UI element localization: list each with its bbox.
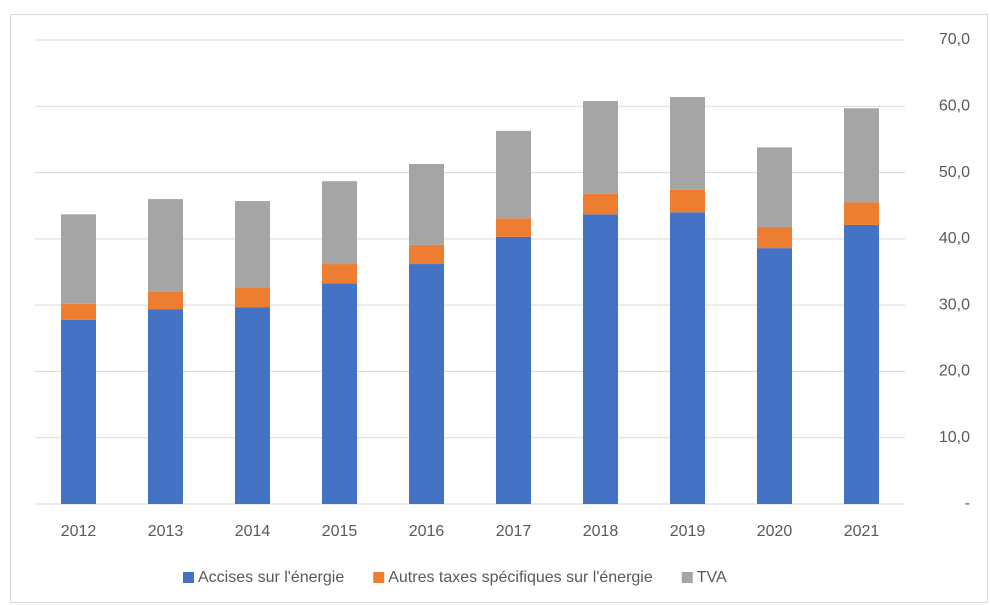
- bar-segment: [670, 189, 705, 213]
- bar-segment: [844, 108, 879, 203]
- bar-segment: [322, 181, 357, 265]
- x-tick-label: 2019: [670, 523, 706, 540]
- bar-segment: [844, 202, 879, 225]
- bar-segment: [496, 130, 531, 219]
- y-tick-label: 10,0: [939, 429, 970, 446]
- x-tick-label: 2017: [496, 523, 532, 540]
- bar-segment: [148, 199, 183, 292]
- bar-segment: [409, 163, 444, 245]
- legend-swatch: [183, 572, 194, 583]
- y-tick-label: 20,0: [939, 363, 970, 380]
- y-tick-label: -: [965, 495, 970, 512]
- bar-segment: [670, 212, 705, 505]
- bar-segment: [148, 291, 183, 310]
- bar-segment: [61, 214, 96, 304]
- bar-segment: [583, 100, 618, 194]
- bar-segment: [235, 201, 270, 288]
- x-tick-label: 2012: [61, 523, 97, 540]
- bar-segment: [61, 303, 96, 320]
- bar-segment: [235, 287, 270, 308]
- bar-segment: [235, 307, 270, 504]
- bar-segment: [322, 264, 357, 284]
- x-tick-label: 2016: [409, 523, 445, 540]
- bar-segment: [61, 319, 96, 504]
- legend-swatch: [681, 572, 693, 583]
- y-tick-label: 60,0: [939, 98, 970, 115]
- bar-segment: [844, 224, 879, 505]
- x-tick-label: 2021: [844, 523, 880, 540]
- y-tick-label: 70,0: [939, 31, 970, 48]
- legend-label: TVA: [697, 569, 727, 586]
- bar-segment: [148, 309, 183, 504]
- bar-segment: [496, 236, 531, 504]
- bar-segment: [409, 244, 444, 265]
- x-tick-label: 2014: [235, 523, 271, 540]
- y-tick-label: 50,0: [939, 164, 970, 181]
- x-tick-label: 2015: [322, 523, 358, 540]
- bar-segment: [757, 226, 792, 249]
- legend-label: Accises sur l'énergie: [198, 569, 344, 586]
- bar-segment: [757, 248, 792, 504]
- legend-swatch: [373, 572, 385, 583]
- y-tick-label: 40,0: [939, 230, 970, 247]
- bar-segment: [583, 214, 618, 504]
- bar-segment: [322, 283, 357, 504]
- bar-segment: [583, 193, 618, 215]
- y-tick-label: 30,0: [939, 296, 970, 313]
- x-tick-label: 2020: [757, 523, 793, 540]
- legend-label: Autres taxes spécifiques sur l'énergie: [388, 569, 653, 586]
- bar-segment: [757, 147, 792, 227]
- bar-segment: [670, 97, 705, 190]
- x-tick-label: 2013: [148, 523, 184, 540]
- bar-segment: [409, 264, 444, 504]
- bar-segment: [496, 218, 531, 237]
- x-tick-label: 2018: [583, 523, 619, 540]
